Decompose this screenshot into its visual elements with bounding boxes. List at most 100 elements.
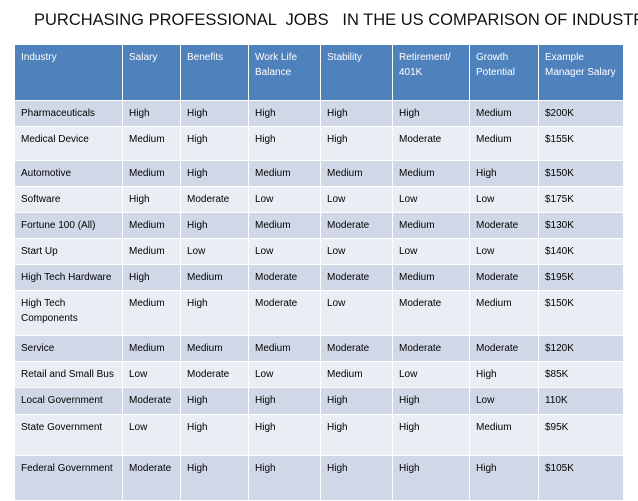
table-cell: Moderate (180, 186, 249, 213)
table-cell: $155K (538, 126, 624, 161)
slide-title: PURCHASING PROFESSIONAL JOBS IN THE US C… (34, 11, 638, 29)
column-header: Retirement/ 401K (392, 44, 470, 101)
table-cell: Moderate (392, 335, 470, 362)
table-cell: Medium (469, 126, 539, 161)
table-cell: Medium (122, 335, 181, 362)
row-header: Medical Device (14, 126, 123, 161)
table-row: Service Medium Medium Medium Moderate Moderat… (14, 335, 624, 362)
table-row: Start Up Medium Low Low Low Low Low $140K (14, 238, 624, 265)
table-cell: Medium (392, 212, 470, 239)
table-row: Federal Government Moderate High High High Hi… (14, 455, 624, 501)
table-cell: High (320, 100, 393, 127)
table-cell: Low (392, 361, 470, 388)
table-cell: High (248, 100, 321, 127)
table-cell: Low (469, 186, 539, 213)
table-cell: $140K (538, 238, 624, 265)
table-cell: $85K (538, 361, 624, 388)
table-cell: Low (122, 361, 181, 388)
table-cell: Moderate (122, 387, 181, 415)
row-header: Fortune 100 (All) (14, 212, 123, 239)
table-cell: Low (392, 238, 470, 265)
table-cell: Moderate (320, 212, 393, 239)
table-row: Local Government Moderate High High High High… (14, 387, 624, 415)
table-cell: High (320, 455, 393, 501)
table-cell: Moderate (392, 290, 470, 336)
table-cell: High (469, 361, 539, 388)
table-cell: High (392, 455, 470, 501)
table-cell: Medium (122, 238, 181, 265)
table-cell: Moderate (469, 264, 539, 291)
page: PURCHASING PROFESSIONAL JOBS IN THE US C… (14, 11, 638, 501)
table-cell: $95K (538, 414, 624, 456)
row-header: High Tech Components (14, 290, 123, 336)
table-cell: Moderate (320, 335, 393, 362)
table-cell: Moderate (469, 212, 539, 239)
table-cell: Moderate (392, 126, 470, 161)
table-cell: Low (320, 238, 393, 265)
table-cell: Moderate (320, 264, 393, 291)
table-cell: High (122, 100, 181, 127)
row-header: Software (14, 186, 123, 213)
table-cell: High (180, 290, 249, 336)
table-cell: High (320, 387, 393, 415)
column-header: Salary (122, 44, 181, 101)
table-cell: Low (248, 186, 321, 213)
table-cell: Medium (122, 212, 181, 239)
column-header: Work Life Balance (248, 44, 321, 101)
table-cell: Medium (392, 160, 470, 187)
table-cell: Low (248, 238, 321, 265)
table-cell: Low (469, 238, 539, 265)
table-cell: Moderate (469, 335, 539, 362)
row-header: Federal Government (14, 455, 123, 501)
row-header: High Tech Hardware (14, 264, 123, 291)
table-cell: High (320, 414, 393, 456)
table-cell: Medium (122, 290, 181, 336)
table-cell: High (180, 387, 249, 415)
table-cell: High (469, 160, 539, 187)
table-cell: High (180, 414, 249, 456)
row-header: Automotive (14, 160, 123, 187)
table-cell: Low (320, 290, 393, 336)
table-cell: Moderate (180, 361, 249, 388)
table-cell: High (180, 100, 249, 127)
table-cell: High (122, 186, 181, 213)
table-cell: $130K (538, 212, 624, 239)
table-cell: Medium (122, 126, 181, 161)
table-cell: Medium (320, 160, 393, 187)
table-cell: $105K (538, 455, 624, 501)
table-cell: Medium (180, 335, 249, 362)
table-cell: Medium (469, 290, 539, 336)
table-cell: Low (320, 186, 393, 213)
table-cell: High (122, 264, 181, 291)
table-cell: Medium (248, 335, 321, 362)
row-header: State Government (14, 414, 123, 456)
table-cell: High (248, 414, 321, 456)
table-row: Automotive Medium High Medium Medium Medium Hi… (14, 160, 624, 187)
table-row: Retail and Small Bus Low Moderate Low Medium… (14, 361, 624, 388)
table-row: State Government Low High High High High Mediu… (14, 414, 624, 456)
table-cell: Medium (392, 264, 470, 291)
table-cell: High (320, 126, 393, 161)
table-row: Fortune 100 (All) Medium High Medium Moderat… (14, 212, 624, 239)
table-cell: Low (248, 361, 321, 388)
table-cell: High (392, 414, 470, 456)
table-cell: High (180, 455, 249, 501)
table-cell: High (248, 387, 321, 415)
row-header: Service (14, 335, 123, 362)
table-cell: $195K (538, 264, 624, 291)
table-cell: High (248, 455, 321, 501)
table-cell: Moderate (122, 455, 181, 501)
table-cell: $150K (538, 160, 624, 187)
table-cell: High (392, 100, 470, 127)
table-cell: Medium (248, 160, 321, 187)
comparison-table: Industry Salary Benefits Work Life Balance S… (14, 44, 624, 501)
table-cell: Low (122, 414, 181, 456)
table-row: High Tech Components Medium High Moderate Lo… (14, 290, 624, 336)
table-cell: $150K (538, 290, 624, 336)
row-header: Retail and Small Bus (14, 361, 123, 388)
table-cell: Medium (122, 160, 181, 187)
table-cell: $200K (538, 100, 624, 127)
table-cell: Medium (469, 414, 539, 456)
table-cell: Low (180, 238, 249, 265)
table-cell: Moderate (248, 290, 321, 336)
